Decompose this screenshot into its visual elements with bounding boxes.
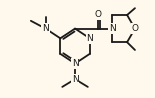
Text: O: O — [131, 24, 138, 33]
Text: N: N — [42, 24, 49, 33]
Text: N: N — [72, 75, 78, 84]
Text: N: N — [109, 24, 116, 33]
Text: N: N — [86, 34, 93, 43]
Text: N: N — [72, 59, 78, 68]
Text: O: O — [94, 10, 101, 20]
